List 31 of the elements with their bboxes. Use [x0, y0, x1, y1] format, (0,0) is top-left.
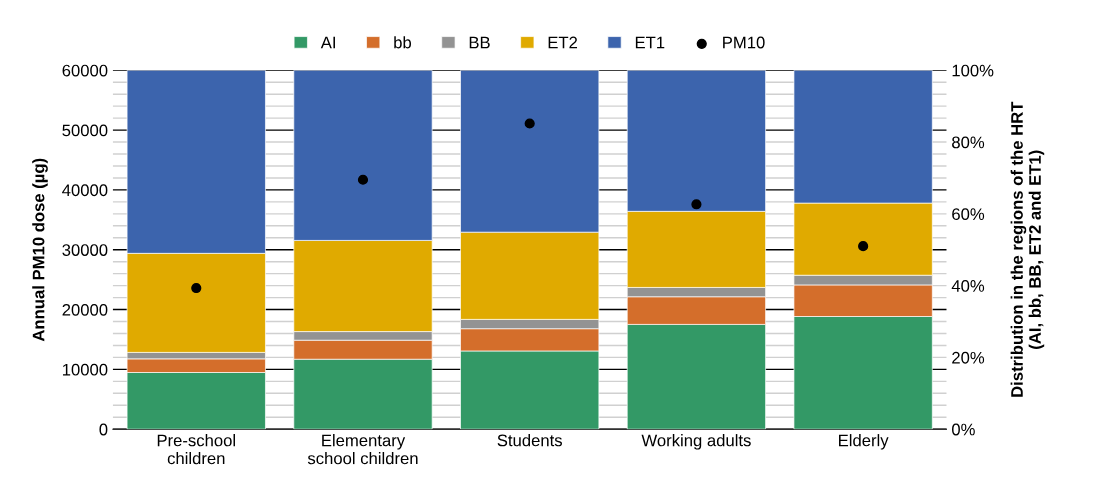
y2-tick-label: 60% — [952, 208, 985, 221]
x-tick-label: Pre-school children — [157, 434, 235, 465]
point — [691, 199, 702, 210]
y-tick-label: 20000 — [62, 303, 108, 316]
y2-tick-label: 80% — [952, 136, 985, 149]
legend-label: BB — [469, 36, 490, 49]
point — [191, 282, 202, 294]
x-tick-label: Elementary school children — [307, 434, 418, 465]
point — [357, 174, 369, 185]
x-tick-label: Working adults — [641, 434, 751, 450]
legend-label: ET1 — [635, 36, 665, 49]
y-tick-label: 40000 — [62, 184, 108, 197]
y2-tick-label: 0% — [952, 423, 975, 436]
x-tick-label: Elderly — [839, 434, 889, 450]
y-tick-label: 10000 — [62, 363, 108, 376]
x-tick-label: Students — [497, 434, 562, 447]
legend-label: bb — [394, 36, 412, 49]
legend-label: AI — [320, 36, 335, 49]
legend-label: ET2 — [548, 36, 578, 49]
y2-axis-title: Distribution in the regions of the HRT (AI, bb, BB, ET2 and ET1) — [1010, 101, 1045, 397]
y2-tick-label: 40% — [951, 280, 985, 292]
point — [524, 118, 535, 129]
y-tick-label: 30000 — [62, 244, 108, 256]
y-axis-title: Annual PM10 dose (µg) — [32, 158, 48, 342]
y-tick-label: 60000 — [62, 64, 108, 77]
legend-label: PM10 — [723, 36, 765, 49]
point — [858, 241, 869, 252]
y-tick-label: 0 — [99, 423, 108, 436]
y-tick-label: 50000 — [62, 124, 108, 137]
y2-tick-label: 100% — [952, 64, 994, 77]
y2-tick-label: 20% — [952, 351, 985, 364]
